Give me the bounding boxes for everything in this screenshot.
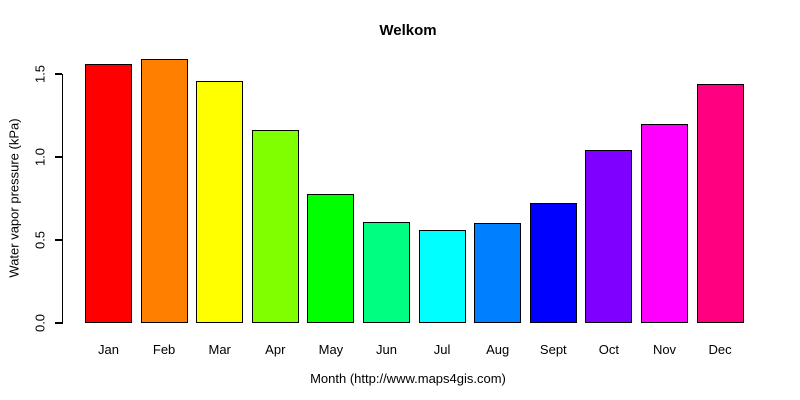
bar-apr: [251, 130, 299, 323]
y-axis-tick: [55, 322, 62, 324]
x-tick-label-oct: Oct: [598, 342, 619, 357]
bar-oct: [585, 150, 633, 323]
x-tick-label-aug: Aug: [486, 342, 510, 357]
bar-feb: [140, 59, 188, 323]
x-tick-label-may: May: [318, 342, 344, 357]
x-tick-label-apr: Apr: [265, 342, 286, 357]
x-tick-label-jan: Jan: [98, 342, 119, 357]
bar-aug: [474, 223, 522, 323]
y-axis-tick: [55, 156, 62, 158]
bar-jun: [363, 221, 410, 323]
y-axis-title: Water vapor pressure (kPa): [6, 118, 22, 278]
y-axis-tick: [55, 73, 62, 75]
bar-dec: [696, 83, 744, 323]
x-tick-label-feb: Feb: [152, 342, 176, 357]
bar-jul: [418, 230, 466, 323]
y-axis-tick-label: 1.5: [32, 64, 48, 84]
bar-sept: [529, 203, 577, 323]
y-axis-tick-label: 0.5: [32, 230, 48, 250]
x-tick-label-mar: Mar: [208, 342, 231, 357]
chart-title: Welkom: [379, 22, 437, 39]
y-axis-tick: [55, 239, 62, 241]
x-tick-label-dec: Dec: [708, 342, 732, 357]
y-axis-line: [61, 74, 63, 324]
bar-mar: [196, 80, 244, 323]
x-tick-label-jul: Jul: [433, 342, 451, 357]
bar-nov: [641, 123, 688, 323]
bar-jan: [85, 64, 132, 323]
x-tick-label-jun: Jun: [376, 342, 397, 357]
bar-may: [307, 193, 355, 323]
y-axis-tick-label: 1.0: [32, 147, 48, 167]
x-tick-label-sept: Sept: [539, 342, 567, 357]
x-axis-title: Month (http://www.maps4gis.com): [310, 371, 506, 386]
y-axis-tick-label: 0.0: [32, 313, 48, 333]
x-tick-label-nov: Nov: [652, 342, 677, 357]
